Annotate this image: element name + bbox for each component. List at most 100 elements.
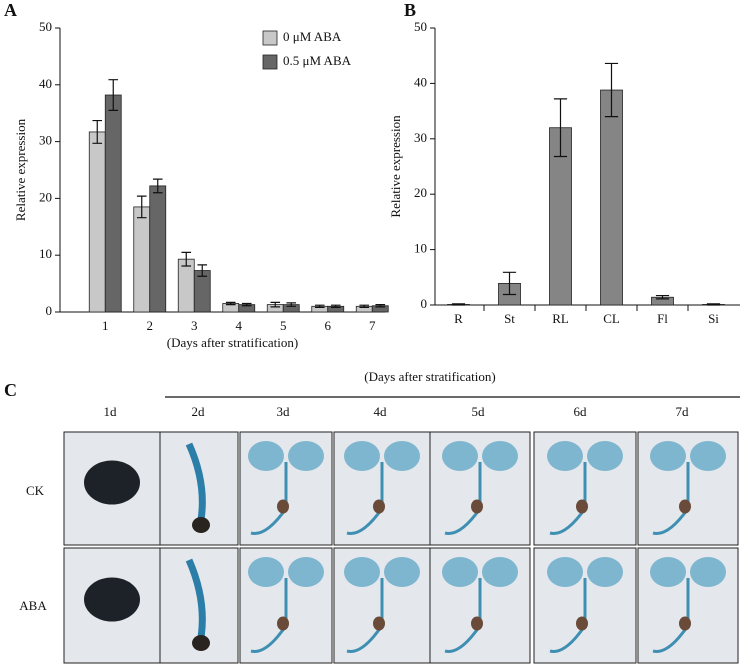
y-tick-label: 50 (414, 19, 427, 34)
error-bar (136, 195, 147, 219)
error-bar (197, 264, 208, 277)
bar (177, 258, 195, 313)
error-bar (152, 178, 163, 194)
y-tick-label: 30 (39, 133, 52, 148)
seed (277, 616, 289, 631)
cotyledon (384, 441, 420, 471)
bar (600, 89, 623, 306)
y-tick-label: 20 (414, 185, 427, 200)
y-axis-label: Relative expression (388, 115, 403, 218)
column-label: 2d (192, 404, 206, 419)
y-tick-label: 40 (414, 74, 427, 89)
error-bar (225, 301, 236, 306)
x-axis-label: (Days after stratification) (167, 335, 298, 350)
cotyledon (442, 557, 478, 587)
seed (84, 460, 140, 505)
column-label: 7d (676, 404, 690, 419)
bar (149, 185, 167, 313)
error-bar (286, 302, 297, 307)
cotyledon (482, 441, 518, 471)
x-tick-label: 2 (147, 318, 154, 333)
cotyledon (344, 557, 380, 587)
y-tick-label: 30 (414, 130, 427, 145)
x-tick-label: Si (708, 311, 719, 326)
x-tick-label: Fl (657, 311, 668, 326)
y-tick-label: 40 (39, 76, 52, 91)
x-tick-label: CL (603, 311, 620, 326)
x-tick-label: RL (552, 311, 569, 326)
error-bar (604, 62, 619, 118)
y-tick-label: 50 (39, 19, 52, 34)
cotyledon (650, 557, 686, 587)
cotyledon (587, 441, 623, 471)
panel-label: B (404, 0, 416, 20)
x-tick-label: R (454, 311, 463, 326)
cotyledon (384, 557, 420, 587)
x-tick-label: 6 (325, 318, 332, 333)
seed (679, 616, 691, 631)
x-tick-label: 1 (102, 318, 109, 333)
bar (88, 131, 106, 313)
y-tick-label: 20 (39, 189, 52, 204)
error-bar (330, 304, 341, 309)
panel-label: A (4, 0, 17, 20)
legend-label: 0 μM ABA (283, 29, 342, 44)
seed (679, 499, 691, 514)
panel-c-title: (Days after stratification) (364, 369, 495, 384)
row-label: ABA (19, 598, 47, 613)
x-tick-label: St (504, 311, 515, 326)
cotyledon (288, 441, 324, 471)
error-bar (181, 251, 192, 267)
seed (84, 577, 140, 622)
cotyledon (690, 557, 726, 587)
seed (373, 616, 385, 631)
cotyledon (288, 557, 324, 587)
seed (576, 616, 588, 631)
cotyledon (248, 557, 284, 587)
seed (471, 499, 483, 514)
error-bar (451, 303, 466, 306)
cotyledon (650, 441, 686, 471)
cotyledon (248, 441, 284, 471)
error-bar (314, 304, 325, 309)
x-tick-label: 3 (191, 318, 198, 333)
y-axis-label: Relative expression (13, 118, 28, 221)
seed (277, 499, 289, 514)
cotyledon (547, 441, 583, 471)
column-label: 4d (374, 404, 388, 419)
error-bar (502, 271, 517, 296)
error-bar (655, 294, 670, 300)
error-bar (375, 304, 386, 308)
column-label: 5d (472, 404, 486, 419)
photo-grid (63, 431, 739, 664)
error-bar (553, 98, 568, 158)
error-bar (359, 304, 370, 309)
cotyledon (690, 441, 726, 471)
error-bar (108, 79, 119, 111)
x-tick-label: 5 (280, 318, 287, 333)
x-tick-label: 4 (236, 318, 243, 333)
column-label: 3d (277, 404, 291, 419)
x-tick-label: 7 (369, 318, 376, 333)
error-bar (270, 301, 281, 308)
cotyledon (344, 441, 380, 471)
error-bar (241, 302, 252, 307)
seed (471, 616, 483, 631)
y-tick-label: 10 (414, 241, 427, 256)
seed (192, 517, 210, 533)
legend-swatch (262, 30, 278, 46)
cotyledon (442, 441, 478, 471)
y-tick-label: 10 (39, 246, 52, 261)
y-tick-label: 0 (46, 303, 53, 318)
error-bar (92, 119, 103, 144)
cotyledon (547, 557, 583, 587)
bar (104, 94, 122, 313)
y-tick-label: 0 (421, 296, 428, 311)
row-label: CK (26, 483, 45, 498)
seed (192, 635, 210, 651)
seed (576, 499, 588, 514)
error-bar (706, 303, 721, 306)
cotyledon (482, 557, 518, 587)
column-label: 6d (574, 404, 588, 419)
